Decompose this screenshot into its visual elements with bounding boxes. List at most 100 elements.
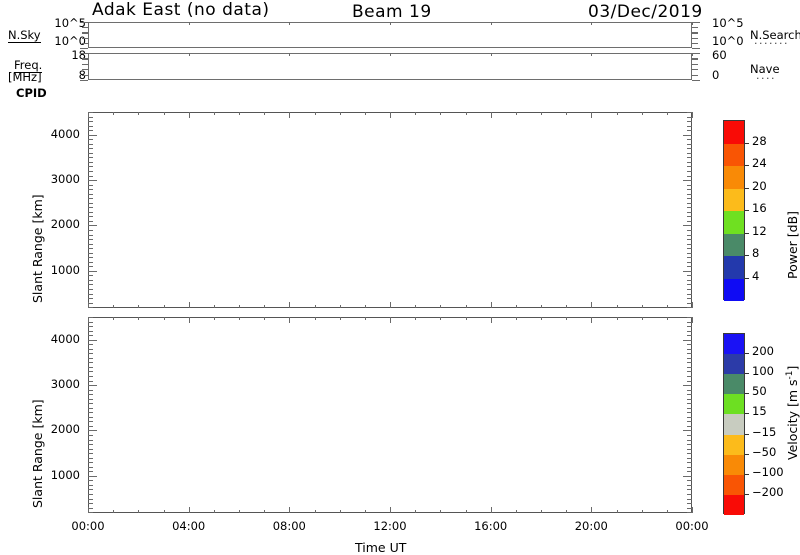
colorbar-segment — [724, 434, 744, 455]
velocity-plot-x-tick-top — [440, 317, 442, 320]
velocity-plot-y-tick — [88, 453, 93, 455]
power-plot-y-tick-right — [687, 166, 692, 168]
velocity-plot-y-tick-right — [687, 389, 692, 391]
velocity-plot-y-tick-right — [687, 421, 692, 423]
power-plot-y-tick — [88, 184, 93, 186]
power-plot-x-tick — [490, 302, 492, 308]
power-plot-x-tick-top — [616, 112, 618, 115]
velocity-plot-y-tick-right — [687, 444, 692, 445]
power-plot-y-tick-right — [687, 288, 692, 290]
frequency-panel-right-tick — [692, 74, 698, 76]
power-plot-x-tick — [591, 302, 593, 308]
colorbar-tick-label: 20 — [752, 178, 767, 193]
frequency-panel-right-tick — [692, 58, 698, 60]
velocity-plot-y-tick — [88, 439, 93, 441]
noise-sky-panel-right-tick — [692, 27, 698, 29]
velocity-plot-y-tick-right — [687, 321, 692, 323]
velocity-plot-y-tick — [88, 444, 93, 445]
x-axis-tick-label: 04:00 — [172, 519, 206, 533]
power-plot-x-tick — [692, 302, 693, 308]
power-colorbar[interactable] — [723, 120, 745, 301]
x-axis-tick-label: 00:00 — [675, 519, 709, 533]
power-plot-area[interactable] — [88, 112, 692, 308]
colorbar-tick — [745, 187, 749, 189]
velocity-plot-y-tick — [88, 421, 93, 423]
y-axis-tick-label: 1000 — [50, 262, 80, 277]
colorbar-segment — [724, 256, 744, 279]
power-plot-x-tick — [364, 305, 366, 308]
velocity-plot-y-tick — [88, 371, 93, 373]
power-plot-y-tick — [88, 161, 93, 163]
noise-sky-panel-x-tick — [390, 22, 391, 25]
velocity-plot-y-tick — [88, 339, 97, 341]
velocity-plot-y-tick-right — [683, 430, 692, 432]
velocity-plot-y-tick — [88, 385, 97, 387]
power-plot-x-tick-top — [163, 112, 165, 115]
velocity-plot-x-tick-top — [616, 317, 618, 320]
freq-right-bottom-label: 0 — [712, 68, 720, 82]
noise-sky-panel[interactable] — [88, 22, 692, 48]
power-plot-y-tick — [88, 189, 93, 191]
velocity-plot-x-tick — [88, 507, 89, 513]
power-plot-y-tick — [88, 171, 93, 172]
power-plot-y-tick — [88, 261, 93, 263]
power-colorbar-title: Power [dB] — [785, 210, 800, 279]
colorbar-tick-label: 28 — [752, 133, 767, 148]
velocity-plot-y-tick — [88, 344, 93, 346]
colorbar-tick-label: 4 — [752, 268, 760, 283]
power-plot-y-tick-right — [687, 148, 692, 150]
velocity-plot-y-tick-right — [687, 462, 692, 464]
noise-sky-panel-x-tick — [490, 22, 492, 25]
power-plot-y-tick-right — [687, 189, 692, 191]
power-plot-y-tick-right — [687, 198, 692, 200]
noise-sky-panel-right-tick — [692, 22, 700, 24]
power-plot-y-tick — [88, 207, 93, 209]
velocity-plot-y-tick-right — [687, 484, 692, 486]
power-plot-x-tick — [415, 305, 417, 308]
velocity-plot-y-tick — [88, 471, 93, 473]
velocity-plot-x-tick — [289, 507, 291, 513]
x-axis-tick-label: 00:00 — [71, 519, 105, 533]
colorbar-tick-label: 15 — [752, 404, 767, 419]
velocity-plot-x-tick — [138, 510, 140, 513]
power-plot-x-tick-top — [515, 112, 517, 115]
velocity-plot-x-tick — [641, 510, 643, 513]
velocity-plot-y-tick — [88, 357, 93, 359]
colorbar-tick — [745, 255, 749, 256]
power-plot-y-tick-right — [687, 243, 692, 245]
velocity-plot-y-tick — [88, 462, 93, 464]
power-plot-y-tick — [88, 143, 93, 145]
nsky-legend-label: N.Sky — [8, 28, 41, 43]
colorbar-tick — [745, 473, 749, 475]
power-plot-x-tick-top — [264, 112, 266, 115]
power-plot-y-tick — [88, 125, 93, 127]
velocity-plot-x-tick-top — [490, 317, 492, 323]
velocity-plot-y-tick-right — [687, 357, 692, 359]
colorbar-tick — [745, 493, 749, 495]
velocity-plot-y-tick — [88, 503, 93, 504]
power-plot-y-tick-right — [687, 248, 692, 250]
velocity-plot-y-tick-right — [687, 362, 692, 364]
colorbar-tick-label: 12 — [752, 223, 767, 238]
velocity-plot-x-tick-top — [339, 317, 341, 320]
power-plot-y-tick-right — [687, 239, 692, 240]
velocity-plot-y-tick — [88, 394, 93, 396]
velocity-colorbar[interactable] — [723, 333, 745, 515]
power-plot-y-tick — [88, 257, 93, 259]
velocity-plot-y-tick-right — [687, 503, 692, 504]
noise-right-bottom-label: 10^0 — [712, 34, 744, 48]
frequency-panel[interactable] — [88, 53, 692, 80]
power-plot-x-tick — [339, 305, 341, 308]
velocity-plot-x-tick-top — [666, 317, 668, 320]
x-axis-tick-label: 20:00 — [574, 519, 608, 533]
colorbar-tick-label: 24 — [752, 156, 767, 170]
velocity-plot-x-tick — [239, 510, 240, 513]
velocity-plot-y-tick — [88, 321, 93, 323]
velocity-plot-y-tick-right — [687, 493, 692, 495]
colorbar-tick-label: 16 — [752, 201, 767, 215]
velocity-plot-area[interactable] — [88, 317, 692, 513]
power-plot-y-tick — [88, 216, 93, 218]
velocity-plot-y-tick-right — [687, 326, 692, 328]
noise-sky-panel-left-tick — [82, 27, 88, 29]
cpid-legend-label: CPID — [16, 86, 47, 100]
